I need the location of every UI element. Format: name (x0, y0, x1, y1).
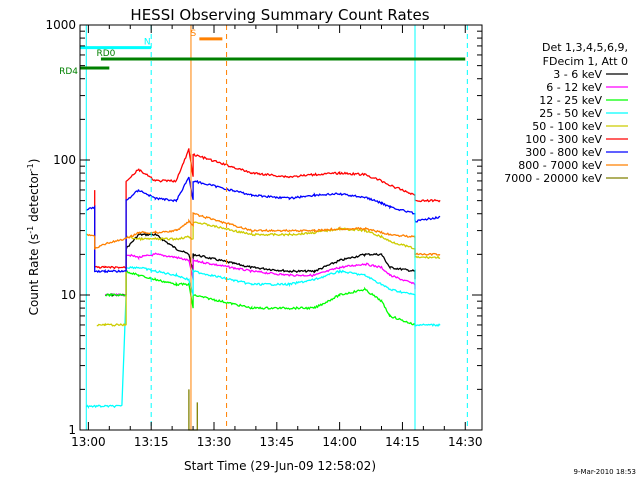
series-line-8 (188, 389, 198, 431)
annotation-label: RD0 (96, 49, 115, 59)
x-tick-label: 14:15 (385, 435, 420, 449)
legend-header-line-1: Det 1,3,4,5,6,9, (542, 41, 628, 54)
series-line-0 (105, 231, 416, 297)
y-axis-label-exponent-2: -1 (26, 163, 35, 171)
series-line-2 (104, 270, 416, 326)
x-tick-label: 14:30 (448, 435, 483, 449)
x-tick-label: 13:15 (134, 435, 169, 449)
y-tick-label: 100 (53, 153, 76, 167)
legend-entry-label: 7000 - 20000 keV (504, 172, 602, 185)
x-tick-label: 13:45 (260, 435, 295, 449)
x-tick-label: 14:00 (322, 435, 357, 449)
series-line-6 (86, 176, 441, 274)
chart-title: HESSI Observing Summary Count Rates (130, 6, 429, 24)
y-axis-label-end: ) (27, 159, 41, 164)
legend-entry-label: 100 - 300 keV (525, 133, 602, 146)
legend-entry-label: 50 - 100 keV (532, 120, 602, 133)
annotation-label: RD4 (59, 67, 78, 77)
annotation-layer: N RD0 RD4 S (59, 25, 468, 430)
x-axis-label: Start Time (29-Jun-09 12:58:02) (184, 459, 376, 473)
legend-entry-label: 6 - 12 keV (546, 81, 602, 94)
legend-entry-label: 300 - 800 keV (525, 146, 602, 159)
y-axis-label: Count Rate (s-1 detector-1) (26, 159, 41, 316)
footer-timestamp: 9-Mar-2010 18:53 (574, 468, 636, 476)
y-axis-label-mid: detector (27, 171, 41, 226)
series-line-1 (104, 252, 416, 297)
legend-entry-label: 25 - 50 keV (539, 107, 602, 120)
x-tick-label: 13:00 (71, 435, 106, 449)
legend-header-line-2: FDecim 1, Att 0 (543, 55, 628, 68)
plot-frame (79, 24, 483, 431)
series-line-3 (85, 265, 441, 410)
legend-entry-label: 12 - 25 keV (539, 94, 602, 107)
axes: 13:00 13:15 13:30 13:45 14:00 14:15 14:30 1 10 10… (45, 18, 482, 449)
series-line-7 (86, 212, 441, 257)
x-tick-label: 13:30 (197, 435, 232, 449)
y-tick-label: 1000 (45, 18, 76, 32)
legend: Det 1,3,4,5,6,9, FDecim 1, Att 0 3 - 6 k… (504, 41, 628, 185)
series-layer (85, 148, 441, 431)
annotation-label: S (190, 29, 196, 39)
y-axis-label-main: Count Rate (s (27, 234, 41, 316)
annotation-label: N (144, 38, 151, 48)
y-tick-label: 1 (68, 423, 76, 437)
series-line-4 (96, 221, 441, 327)
y-tick-label: 10 (61, 288, 76, 302)
legend-entry-label: 3 - 6 keV (553, 68, 602, 81)
legend-entry-label: 800 - 7000 keV (518, 159, 602, 172)
series-line-5 (94, 148, 441, 270)
y-axis-label-exponent-1: -1 (26, 226, 35, 234)
